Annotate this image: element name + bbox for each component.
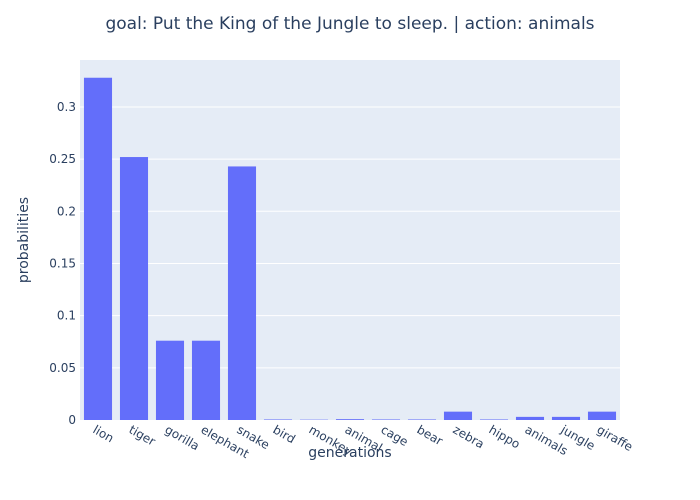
bar-cage [371, 419, 401, 420]
bar-lion [83, 77, 113, 420]
bar-zebra [443, 411, 473, 420]
x-tick-label: tiger [127, 422, 158, 448]
x-tick-label: lion [91, 422, 117, 445]
x-axis-title: generations [308, 445, 391, 461]
bar-bird [263, 419, 293, 420]
bar-giraffe [587, 411, 617, 420]
chart-title: goal: Put the King of the Jungle to slee… [105, 14, 594, 34]
bar-elephant [191, 340, 221, 420]
bar-hippo [479, 419, 509, 420]
bar-snake [227, 166, 257, 420]
y-axis-title: probabilities [16, 197, 32, 283]
y-tick-label: 0.25 [49, 152, 76, 166]
bar-animal [335, 419, 365, 420]
x-tick-label: bird [271, 422, 298, 446]
y-tick-label: 0.15 [49, 256, 76, 270]
y-tick-label: 0 [68, 413, 76, 427]
x-tick-label: hippo [487, 422, 523, 451]
bar-jungle [551, 416, 581, 420]
bar-tiger [119, 157, 149, 421]
x-tick-label: gorilla [163, 422, 202, 453]
y-tick-label: 0.2 [57, 204, 76, 218]
y-axis-ticks: 0 0.05 0.1 0.15 0.2 0.25 0.3 [49, 100, 76, 427]
y-tick-label: 0.3 [57, 100, 76, 114]
x-tick-label: zebra [451, 422, 487, 451]
y-tick-label: 0.05 [49, 361, 76, 375]
bar-animals [515, 416, 545, 420]
bar-bear [407, 419, 437, 420]
bars [83, 77, 617, 421]
x-tick-label: giraffe [595, 422, 636, 454]
bar-gorilla [155, 340, 185, 420]
x-tick-label: bear [415, 422, 446, 448]
y-tick-label: 0.1 [57, 309, 76, 323]
